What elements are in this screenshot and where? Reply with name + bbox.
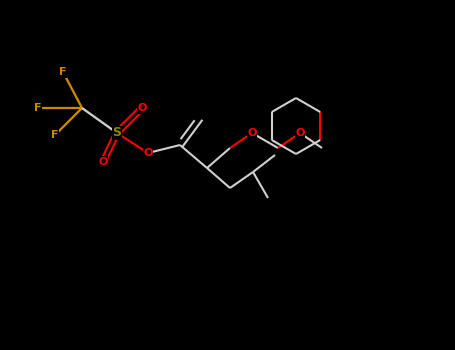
Text: O: O [98,157,108,167]
Text: F: F [34,103,42,113]
Text: O: O [143,148,153,158]
Text: F: F [59,67,67,77]
Text: O: O [137,103,147,113]
Text: F: F [51,130,59,140]
Text: S: S [112,126,121,140]
Text: O: O [295,128,305,138]
Text: O: O [248,128,257,138]
